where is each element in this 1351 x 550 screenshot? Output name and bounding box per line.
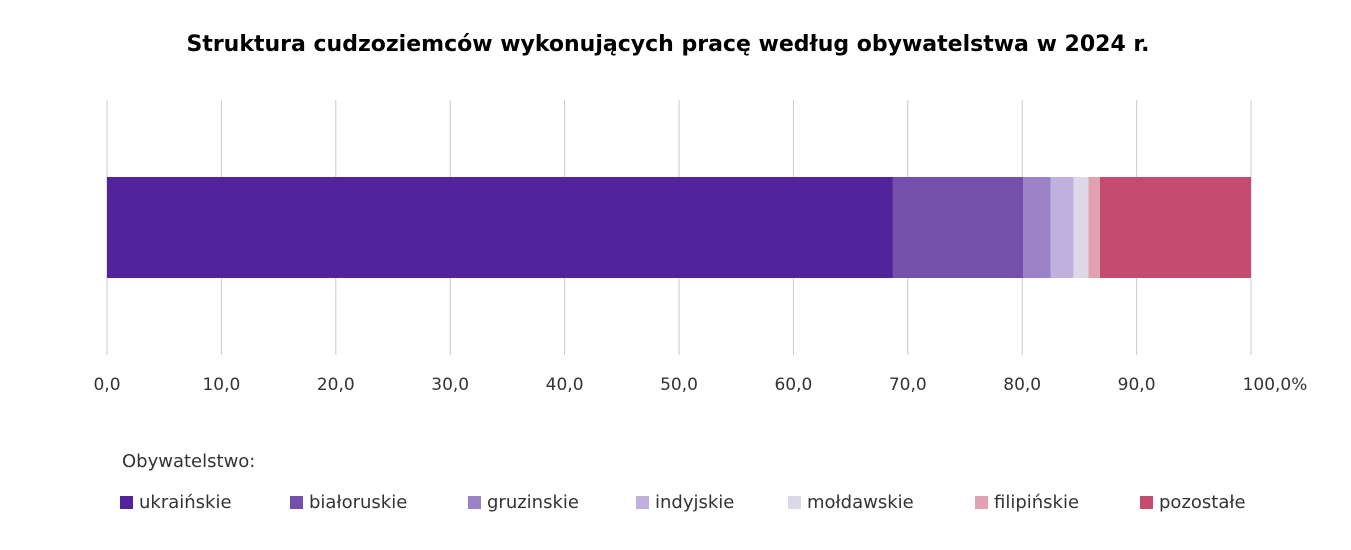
legend-label: ukraińskie (139, 492, 232, 513)
x-tick-label: 50,0 (660, 375, 698, 395)
x-tick-label: 20,0 (317, 375, 355, 395)
x-tick-label: 60,0 (774, 375, 812, 395)
legend-swatch (636, 496, 649, 509)
legend-swatch (975, 496, 988, 509)
chart-title: Struktura cudzoziemców wykonujących prac… (186, 32, 1149, 57)
x-tick-label: 40,0 (546, 375, 584, 395)
legend-swatch (788, 496, 801, 509)
bar-segment (1050, 177, 1074, 278)
x-tick-label: 30,0 (431, 375, 469, 395)
bar-segment (1073, 177, 1089, 278)
bar-segment (1088, 177, 1100, 278)
bar-segment (107, 177, 893, 278)
legend-label: pozostałe (1159, 492, 1246, 513)
legend-swatch (290, 496, 303, 509)
x-tick-label: 90,0 (1118, 375, 1156, 395)
x-tick-label: 10,0 (202, 375, 240, 395)
legend-swatch (1140, 496, 1153, 509)
legend-label: mołdawskie (807, 492, 914, 513)
legend-swatch (120, 496, 133, 509)
legend-label: indyjskie (655, 492, 734, 513)
x-tick-label: 80,0 (1003, 375, 1041, 395)
x-tick-label: 0,0 (93, 375, 120, 395)
legend-label: gruzinskie (487, 492, 579, 513)
legend-label: białoruskie (309, 492, 407, 513)
bar-segment (1099, 177, 1251, 278)
bar-segment (1023, 177, 1051, 278)
legend-swatch (468, 496, 481, 509)
legend-label: filipińskie (994, 492, 1079, 513)
legend-title: Obywatelstwo: (122, 451, 255, 472)
x-tick-label: 70,0 (889, 375, 927, 395)
bar-segment (892, 177, 1024, 278)
x-tick-label: 100,0% (1243, 375, 1308, 395)
